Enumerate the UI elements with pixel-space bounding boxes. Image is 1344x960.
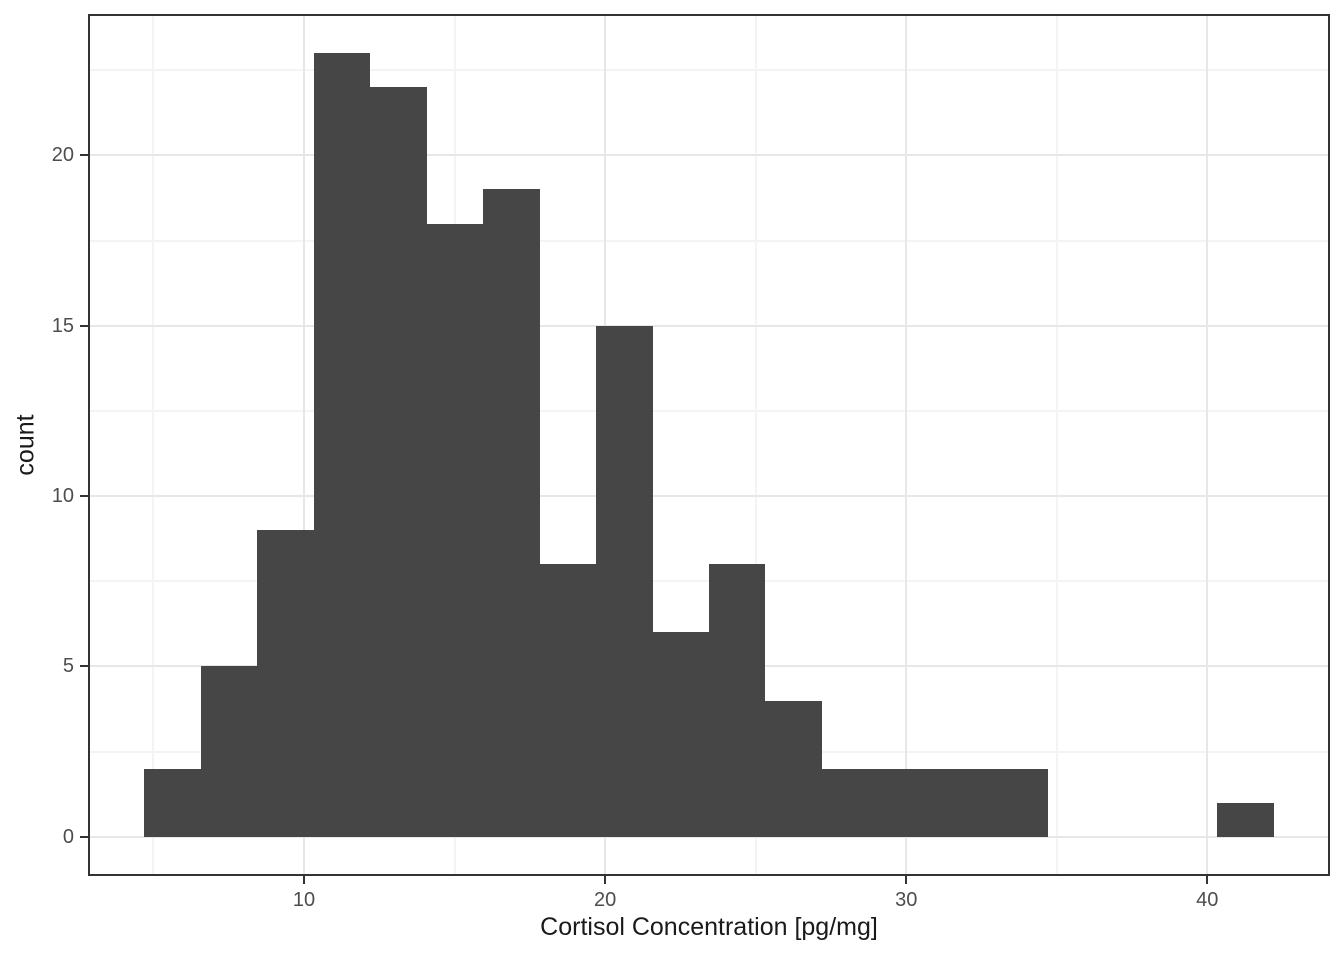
y-major-gridline xyxy=(88,154,1330,157)
histogram-bar xyxy=(257,530,314,837)
x-tick-label: 10 xyxy=(292,889,316,911)
histogram-bar xyxy=(878,768,935,837)
y-tick-label: 10 xyxy=(51,485,74,508)
x-minor-gridline xyxy=(1055,14,1058,876)
y-axis-tick xyxy=(80,835,88,838)
x-tick-label: 40 xyxy=(1196,889,1219,911)
y-axis-tick xyxy=(80,154,88,157)
y-major-gridline xyxy=(88,495,1330,498)
plot-panel xyxy=(88,14,1330,876)
y-axis-tick xyxy=(80,495,88,498)
y-major-gridline xyxy=(88,835,1330,838)
x-major-gridline xyxy=(905,14,908,876)
x-axis-tick xyxy=(303,876,306,884)
x-axis-title: Cortisol Concentration [pg/mg] xyxy=(540,913,878,941)
histogram-bar xyxy=(313,53,371,837)
x-minor-gridline xyxy=(152,14,155,876)
y-axis-title: count xyxy=(11,414,40,476)
histogram-bar xyxy=(991,768,1048,837)
histogram-bar xyxy=(1217,802,1274,837)
y-minor-gridline xyxy=(88,69,1330,72)
y-tick-label: 0 xyxy=(62,825,74,848)
y-minor-gridline xyxy=(88,409,1330,412)
x-tick-label: 30 xyxy=(895,889,918,911)
y-major-gridline xyxy=(88,324,1330,327)
y-axis-tick xyxy=(80,324,88,327)
histogram-bar xyxy=(821,768,879,837)
x-tick-label: 20 xyxy=(593,889,617,911)
histogram-bar xyxy=(483,189,540,837)
x-major-gridline xyxy=(303,14,306,876)
histogram-bar xyxy=(596,325,653,837)
histogram-bar xyxy=(426,223,484,837)
x-axis-tick xyxy=(905,876,908,884)
y-tick-label: 15 xyxy=(51,314,74,337)
histogram-bar xyxy=(370,87,427,837)
histogram-bar xyxy=(539,564,597,837)
y-minor-gridline xyxy=(88,239,1330,242)
x-minor-gridline xyxy=(754,14,757,876)
histogram-bar xyxy=(709,564,766,837)
histogram-bar xyxy=(652,632,709,837)
x-axis-tick xyxy=(604,876,607,884)
y-tick-label: 20 xyxy=(51,144,74,167)
histogram-bar xyxy=(934,768,992,837)
histogram-bar xyxy=(144,768,201,837)
x-major-gridline xyxy=(1206,14,1209,876)
histogram-bar xyxy=(200,666,258,837)
x-axis-tick xyxy=(1206,876,1209,884)
histogram-bar xyxy=(765,700,822,837)
y-axis-tick xyxy=(80,665,88,668)
y-tick-label: 5 xyxy=(62,655,74,678)
